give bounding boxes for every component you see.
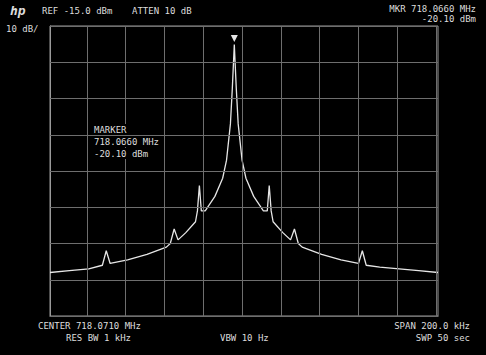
svg-text:ATTEN 10 dB: ATTEN 10 dB bbox=[132, 6, 192, 16]
svg-text:-20.10 dBm: -20.10 dBm bbox=[94, 149, 148, 159]
svg-text:hp: hp bbox=[10, 3, 26, 18]
svg-text:VBW 10 Hz: VBW 10 Hz bbox=[220, 333, 269, 343]
svg-text:MARKER: MARKER bbox=[94, 125, 127, 135]
svg-text:RES BW 1 kHz: RES BW 1 kHz bbox=[66, 333, 131, 343]
svg-text:-20.10 dBm: -20.10 dBm bbox=[422, 14, 476, 24]
svg-text:SWP 50 sec: SWP 50 sec bbox=[416, 333, 470, 343]
svg-text:10 dB/: 10 dB/ bbox=[6, 24, 39, 34]
svg-text:REF -15.0 dBm: REF -15.0 dBm bbox=[42, 6, 112, 16]
svg-text:718.0660 MHz: 718.0660 MHz bbox=[94, 137, 159, 147]
svg-text:CENTER 718.0710 MHz: CENTER 718.0710 MHz bbox=[38, 321, 141, 331]
svg-text:SPAN 200.0 kHz: SPAN 200.0 kHz bbox=[394, 321, 470, 331]
svg-text:MKR 718.0660 MHz: MKR 718.0660 MHz bbox=[389, 4, 476, 14]
